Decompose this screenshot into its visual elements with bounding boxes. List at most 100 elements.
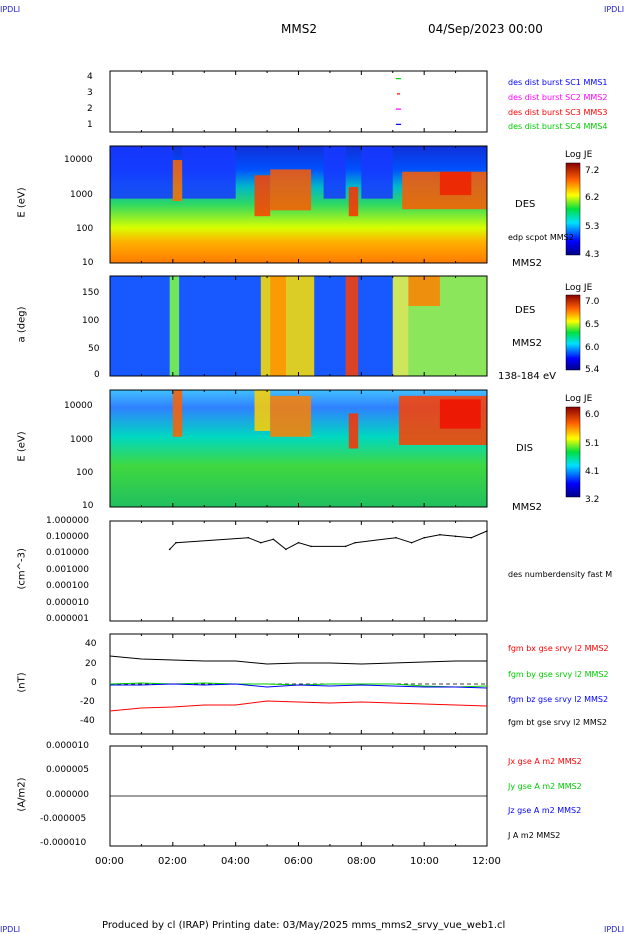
density-tick-2: 0.100000 bbox=[46, 532, 89, 542]
corner-label-br: IPDLI bbox=[604, 925, 625, 934]
density-point-3 bbox=[260, 541, 262, 544]
bfield-series-3 bbox=[110, 683, 488, 689]
des-energy-band-0 bbox=[110, 146, 173, 199]
burst-tick-3: 3 bbox=[87, 88, 93, 98]
density-point-10 bbox=[395, 536, 397, 539]
dis-energy-tick-1000: 1000 bbox=[70, 435, 93, 445]
density-tick-7: 0.000001 bbox=[46, 614, 89, 624]
density-point-6 bbox=[297, 541, 300, 544]
bfield-series-0 bbox=[109, 655, 487, 665]
des-energy-band-9 bbox=[439, 171, 472, 196]
des-pitch-sc-label: MMS2 bbox=[512, 338, 542, 349]
dis-energy-band-3 bbox=[348, 413, 359, 449]
des-pitch-ylabel: a (deg) bbox=[16, 306, 28, 343]
density-point-16 bbox=[486, 530, 488, 532]
dis-energy-tick-100: 100 bbox=[76, 468, 94, 478]
density-point-14 bbox=[454, 535, 457, 538]
dis-energy-cbar-tick-2: 5.1 bbox=[585, 439, 600, 449]
corner-label-tr: IPDLI bbox=[604, 5, 625, 14]
burst-legend-2: des dist burst SC2 MMS2 bbox=[508, 93, 608, 102]
time-tick-1200: 12:00 bbox=[472, 856, 501, 867]
bfield-ylabel: (nT) bbox=[16, 672, 28, 693]
density-tick-3: 0.010000 bbox=[46, 548, 89, 558]
time-tick-0200: 02:00 bbox=[158, 856, 187, 867]
des-pitch-colorbar bbox=[565, 294, 581, 371]
current-tick-1: 0.000010 bbox=[46, 741, 89, 751]
dis-energy-band-2 bbox=[270, 395, 312, 437]
density-point-11 bbox=[410, 541, 413, 544]
des-energy-band-3 bbox=[254, 175, 271, 217]
des-pitch-band-3 bbox=[345, 276, 359, 376]
density-point-15 bbox=[470, 536, 473, 539]
dis-energy-features bbox=[172, 390, 487, 449]
current-legend-jx: Jx gse A m2 MMS2 bbox=[508, 757, 582, 766]
des-pitch-tick-50: 50 bbox=[88, 344, 100, 354]
density-tick-4: 0.001000 bbox=[46, 565, 89, 575]
density-point-9 bbox=[354, 541, 356, 544]
des-pitch-band-4 bbox=[392, 276, 409, 376]
des-energy-band-4 bbox=[270, 169, 312, 211]
burst-tick-1: 1 bbox=[87, 120, 93, 130]
des-energy-features bbox=[110, 146, 487, 217]
dis-energy-colorbar bbox=[565, 406, 581, 498]
bfield-legend-bz: fgm bz gse srvy l2 MMS2 bbox=[508, 695, 609, 704]
current-legend-j: J A m2 MMS2 bbox=[508, 831, 561, 840]
bfield-tick-20: 20 bbox=[85, 659, 97, 669]
density-point-5 bbox=[285, 548, 287, 551]
burst-legend-3: des dist burst SC3 MMS3 bbox=[508, 108, 608, 117]
des-energy-band-5 bbox=[323, 146, 346, 199]
dis-energy-cbar-tick-3: 4.1 bbox=[585, 467, 600, 477]
burst-marks bbox=[395, 78, 402, 125]
des-pitch-band-1 bbox=[260, 276, 315, 376]
des-pitch-band-0 bbox=[169, 276, 180, 376]
des-pitch-cbar-tick-3: 6.0 bbox=[585, 343, 600, 353]
dis-energy-tick-10000: 10000 bbox=[64, 401, 93, 411]
time-tick-0600: 06:00 bbox=[284, 856, 313, 867]
des-pitch-cbar-tick-1: 7.0 bbox=[585, 297, 600, 307]
bfield-series-1 bbox=[109, 700, 488, 712]
burst-panel-frame bbox=[109, 70, 488, 133]
bfield-lines bbox=[109, 655, 488, 712]
density-tick-6: 0.000010 bbox=[46, 598, 89, 608]
des-energy-tick-100: 100 bbox=[76, 224, 94, 234]
burst-legend-4: des dist burst SC4 MMS4 bbox=[508, 122, 608, 131]
burst-legend-1: des dist burst SC1 MMS1 bbox=[508, 78, 608, 87]
burst-tick-4: 4 bbox=[87, 72, 93, 82]
time-tick-0800: 08:00 bbox=[347, 856, 376, 867]
des-energy-band-7 bbox=[361, 146, 393, 199]
plot-date: 04/Sep/2023 00:00 bbox=[428, 22, 543, 36]
des-energy-cbar-tick-1: 7.2 bbox=[585, 166, 600, 176]
density-point-13 bbox=[439, 533, 441, 536]
dis-energy-tick-10: 10 bbox=[82, 501, 94, 511]
des-energy-band-1 bbox=[172, 160, 183, 201]
density-point-7 bbox=[310, 545, 312, 548]
current-tick-2: 0.000005 bbox=[46, 765, 89, 775]
des-energy-colorbar bbox=[565, 162, 581, 256]
des-energy-label: DES bbox=[515, 199, 536, 210]
corner-label-tl: IPDLI bbox=[0, 5, 21, 14]
des-energy-sc-label: MMS2 bbox=[512, 258, 542, 269]
plot-title: MMS2 bbox=[281, 22, 317, 36]
des-energy-cbar-title: Log JE bbox=[565, 150, 593, 160]
density-lines bbox=[168, 530, 488, 551]
bfield-legend-bt: fgm bt gse srvy l2 MMS2 bbox=[508, 718, 607, 727]
des-energy-tick-10000: 10000 bbox=[64, 155, 93, 165]
footer-text: Produced by cl (IRAP) Printing date: 03/… bbox=[102, 920, 506, 931]
des-energy-ylabel: E (eV) bbox=[16, 187, 28, 218]
density-ylabel: (cm^-3) bbox=[16, 548, 28, 590]
des-energy-band-2 bbox=[182, 146, 236, 199]
des-energy-tick-1000: 1000 bbox=[70, 190, 93, 200]
des-energy-scpot-label: edp scpot MMS2 bbox=[508, 233, 574, 242]
burst-tick-2: 2 bbox=[87, 104, 93, 114]
des-pitch-features bbox=[169, 276, 487, 376]
des-energy-cbar-tick-2: 6.2 bbox=[585, 193, 600, 203]
current-ylabel: (A/m2) bbox=[16, 777, 28, 812]
des-pitch-cbar-title: Log JE bbox=[565, 283, 593, 293]
density-tick-1: 1.000000 bbox=[46, 516, 89, 526]
des-energy-cbar-tick-3: 5.3 bbox=[585, 222, 600, 232]
density-point-4 bbox=[272, 538, 275, 541]
current-tick-4: -0.000005 bbox=[40, 814, 87, 824]
axis-ticks bbox=[109, 71, 488, 846]
density-legend: des numberdensity fast M bbox=[508, 570, 613, 579]
